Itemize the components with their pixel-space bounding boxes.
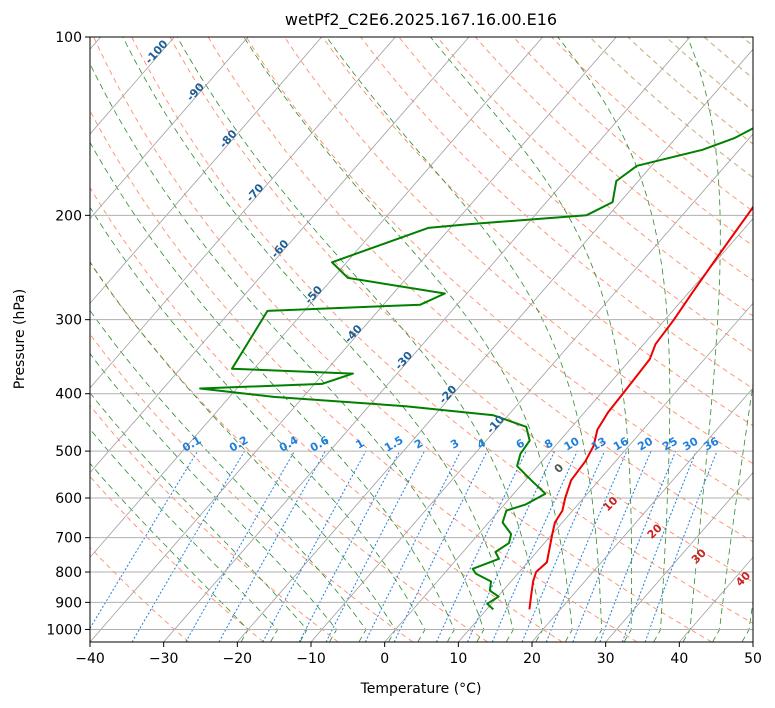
plot-area — [90, 37, 753, 642]
isotherm-line — [752, 641, 753, 642]
isotherm-line — [90, 37, 322, 304]
x-tick-label: 20 — [523, 651, 541, 667]
x-tick-label: 40 — [670, 651, 688, 667]
x-tick-label: −40 — [75, 651, 105, 667]
isotherm-line — [90, 37, 543, 558]
mixing-ratio-line — [467, 450, 556, 642]
mixing-ratio-line — [90, 450, 199, 630]
moist-adiabat — [122, 37, 514, 642]
moist-adiabat — [90, 309, 367, 642]
mixing-ratio-line — [298, 450, 401, 642]
series-layer — [199, 127, 753, 611]
mixing-ratio-line — [545, 450, 628, 642]
y-tick-label: 1000 — [46, 622, 82, 638]
x-axis-title: Temperature (°C) — [360, 681, 482, 697]
isotherm-line — [237, 48, 753, 642]
y-tick-label: 800 — [55, 565, 82, 581]
chart-title: wetPf2_C2E6.2025.167.16.00.E16 — [285, 10, 557, 30]
mixing-ratio-line — [621, 450, 697, 642]
isotherm-line — [90, 37, 249, 220]
x-tick-label: −10 — [296, 651, 326, 667]
y-tick-label: 300 — [55, 313, 82, 329]
series-line-0 — [528, 205, 753, 610]
moist-adiabat — [90, 206, 426, 642]
x-tick-label: 0 — [380, 651, 389, 667]
mixing-ratio-line — [599, 450, 677, 642]
series-line-1 — [199, 127, 753, 611]
y-tick-label: 100 — [55, 30, 82, 46]
isotherm-line — [458, 302, 753, 642]
y-axis: 100 200 300 400 500 600 700 800 900 1000 — [46, 30, 90, 638]
grid-layer — [90, 37, 753, 642]
mixing-ratio-line — [435, 450, 527, 642]
x-tick-label: 50 — [744, 651, 762, 667]
x-tick-label: −30 — [149, 651, 179, 667]
x-tick-label: 10 — [449, 651, 467, 667]
y-tick-label: 600 — [55, 491, 82, 507]
y-tick-label: 900 — [55, 595, 82, 611]
mixing-ratio-line — [572, 450, 652, 642]
moist-adiabat — [90, 261, 397, 642]
mixing-ratio-line — [521, 450, 606, 642]
moist-adiabat — [557, 37, 671, 642]
dry-adiabat — [284, 37, 753, 465]
isotherm-line — [90, 37, 470, 474]
moist-adiabat — [90, 353, 338, 642]
moist-adiabat — [712, 381, 753, 642]
y-tick-label: 700 — [55, 531, 82, 547]
moist-adiabat — [90, 141, 455, 642]
x-tick-label: 30 — [597, 651, 615, 667]
dry-adiabat — [90, 475, 264, 642]
isotherm-line — [605, 472, 753, 642]
plot-frame — [89, 36, 754, 643]
y-tick-label: 200 — [55, 208, 82, 224]
moist-adiabat — [326, 37, 603, 642]
moist-adiabat — [176, 37, 544, 642]
dry-adiabat — [90, 109, 638, 642]
dry-adiabat — [90, 186, 563, 642]
mixing-ratio-line — [644, 450, 718, 642]
dry-adiabat — [93, 37, 712, 642]
isotherm-line — [90, 37, 617, 642]
x-tick-label: −20 — [223, 651, 253, 667]
isotherm-line — [531, 387, 753, 642]
isotherm-line — [384, 218, 753, 642]
isotherm-line — [90, 37, 396, 389]
mixing-ratio-line — [185, 450, 295, 642]
dry-adiabat — [169, 37, 753, 583]
dry-adiabat — [398, 37, 753, 353]
mixing-ratio-line — [364, 450, 462, 642]
dry-adiabat — [90, 261, 488, 642]
y-tick-label: 400 — [55, 387, 82, 403]
moist-adiabat — [90, 392, 308, 642]
mixing-ratio-line — [325, 450, 425, 642]
mixing-ratio-line — [262, 450, 367, 642]
y-tick-label: 500 — [55, 444, 82, 460]
isotherm-line — [310, 133, 753, 642]
moist-adiabat — [90, 62, 485, 642]
dry-adiabat — [90, 404, 339, 642]
y-axis-title: Pressure (hPa) — [12, 289, 28, 389]
moist-adiabat — [90, 428, 279, 642]
moist-adiabat — [90, 462, 249, 642]
isotherm-line — [163, 37, 691, 642]
moist-adiabat — [682, 37, 721, 642]
x-axis: −40 −30 −20 −10 0 10 20 30 40 50 — [75, 642, 762, 667]
mixing-ratio-line — [218, 450, 326, 642]
moist-adiabat — [430, 37, 632, 642]
